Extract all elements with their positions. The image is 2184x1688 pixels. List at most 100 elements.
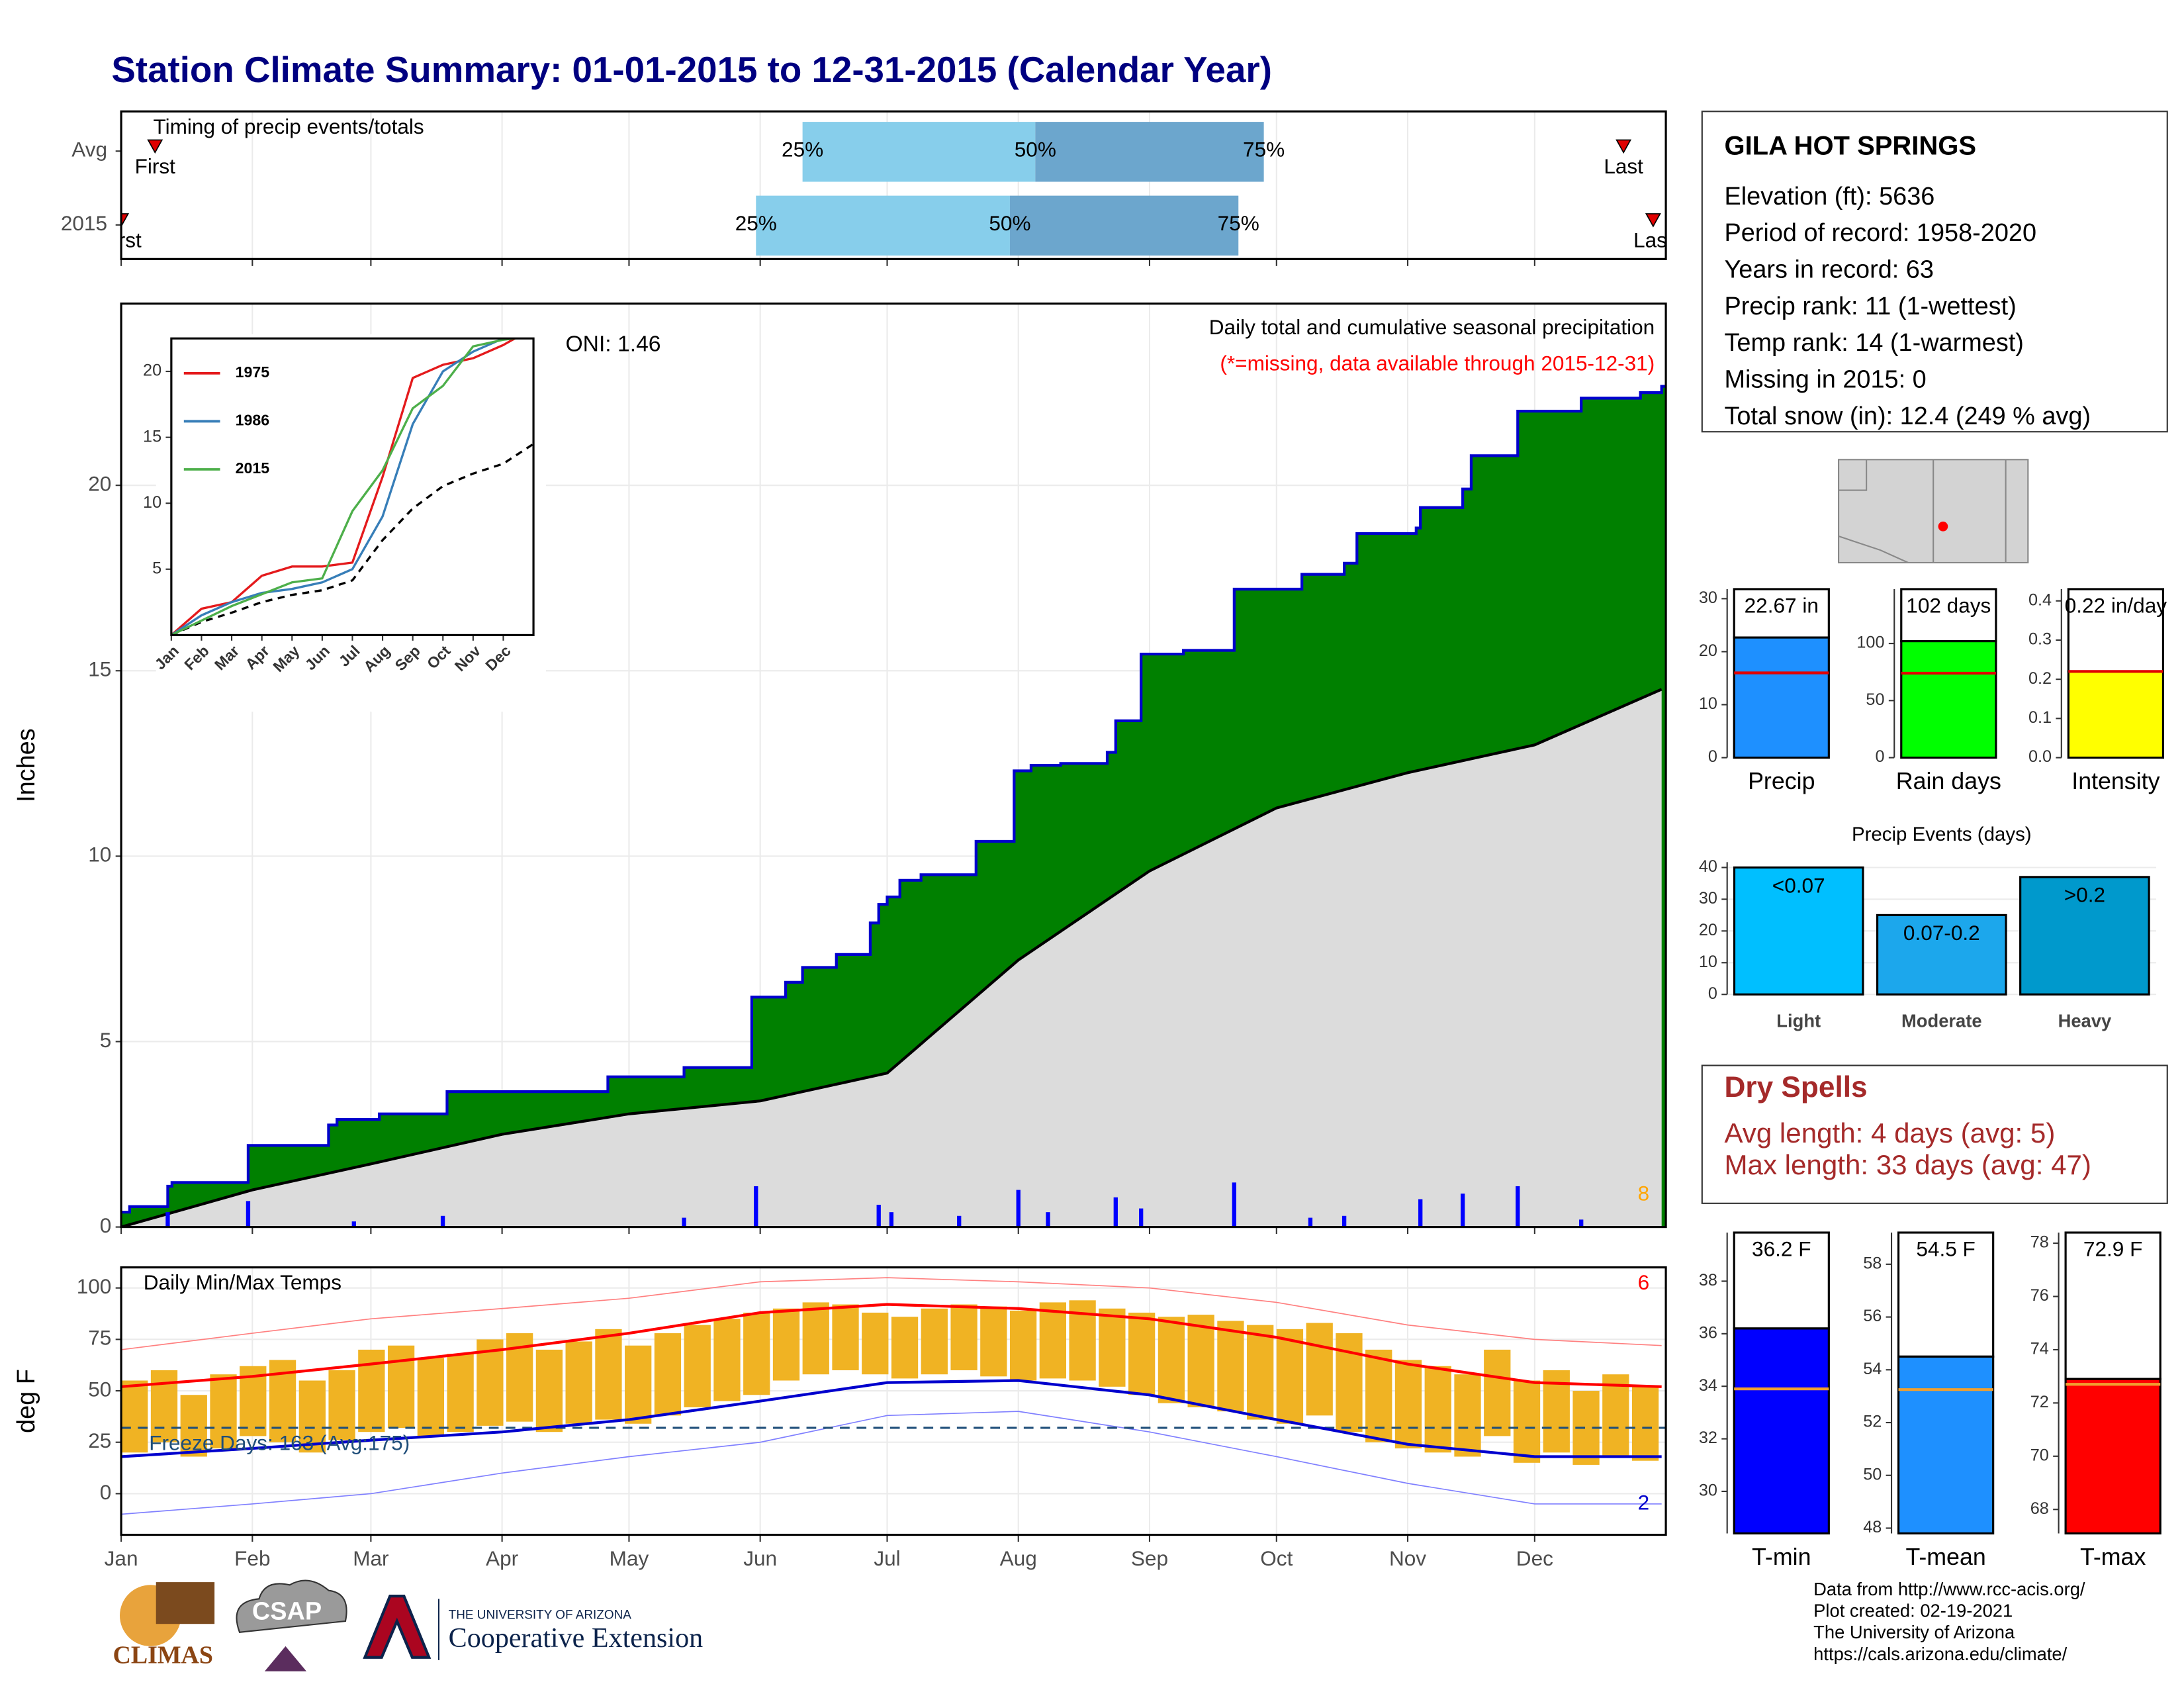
- y-tick-label: 30: [1699, 588, 1717, 607]
- station-line: Total snow (in): 12.4 (249 % avg): [1724, 402, 2091, 430]
- normal-max-line: [121, 1303, 1662, 1388]
- daily-temp-bar: [772, 1308, 800, 1381]
- value-label: 22.67 in: [1745, 594, 1819, 618]
- first-label: First: [101, 228, 142, 252]
- percent-label: 50%: [989, 211, 1030, 235]
- daily-temp-bar: [477, 1339, 504, 1426]
- y-tick-label: 30: [1699, 889, 1717, 908]
- station-box: [1701, 111, 2168, 433]
- category-label: T-max: [2080, 1544, 2146, 1570]
- record-high-count: 6: [1638, 1270, 1650, 1294]
- daily-temp-bar: [1484, 1349, 1511, 1436]
- daily-temp-bar: [1306, 1323, 1333, 1416]
- y-tick-label: 78: [2030, 1233, 2049, 1252]
- y-tick-label: 10: [1699, 953, 1717, 971]
- label-box: [1897, 1231, 1995, 1358]
- dry-spells-box: [1701, 1064, 2168, 1204]
- plot-area: [121, 1277, 1666, 1515]
- daily-precip-bar: [440, 1215, 445, 1227]
- csap-logo-mountain: [264, 1646, 307, 1671]
- daily-temp-bar: [625, 1345, 652, 1424]
- freeze-days-label: Freeze Days: 163 (Avg:175): [149, 1431, 410, 1455]
- daily-temp-bar: [1394, 1360, 1422, 1449]
- daily-temp-bar: [1247, 1325, 1274, 1420]
- normal-line: [121, 688, 1662, 1227]
- station-line: Elevation (ft): 5636: [1724, 183, 1934, 211]
- daily-precip-bar: [957, 1215, 962, 1227]
- bar-label: >0.2: [2064, 883, 2105, 907]
- y-tick-label: 32: [1699, 1429, 1717, 1447]
- daily-temp-bar: [921, 1308, 948, 1375]
- y-tick-label: 52: [1863, 1413, 1882, 1431]
- y-tick-label: 34: [1699, 1376, 1717, 1395]
- daily-temp-bar: [1158, 1317, 1185, 1403]
- y-tick-label: 0: [1708, 984, 1717, 1003]
- dry-spells-title: Dry Spells: [1724, 1071, 1867, 1103]
- y-tick-label: 30: [1699, 1481, 1717, 1500]
- footer-line: Plot created: 02-19-2021: [1813, 1601, 2013, 1621]
- category-label: Precip: [1748, 768, 1815, 794]
- footer-line: The University of Arizona: [1813, 1622, 2015, 1642]
- page-title: Station Climate Summary: 01-01-2015 to 1…: [111, 49, 1272, 90]
- dry-spell-line: Max length: 33 days (avg: 47): [1724, 1149, 2091, 1180]
- daily-precip-bar: [1460, 1194, 1465, 1227]
- daily-temp-bar: [417, 1358, 444, 1436]
- daily-temp-bar: [862, 1312, 889, 1375]
- y-tick-label: 72: [2030, 1393, 2049, 1411]
- daily-temp-bar: [950, 1304, 978, 1370]
- daily-temp-bar: [595, 1329, 622, 1420]
- bar: [1733, 1327, 1830, 1535]
- daily-temp-bar: [713, 1319, 741, 1401]
- y-tick-label: 54: [1863, 1360, 1882, 1378]
- daily-precip-bar: [876, 1204, 881, 1227]
- daily-temp-bar: [1276, 1329, 1304, 1424]
- value-label: 36.2 F: [1752, 1237, 1811, 1261]
- daily-precip-bar: [1139, 1208, 1144, 1227]
- inset-lines: [171, 338, 534, 635]
- normal-line: [171, 443, 534, 635]
- daily-temp-bar: [891, 1317, 919, 1379]
- daily-precip-bar: [1516, 1186, 1520, 1227]
- timing-rows: 25% 50% 75% First Last 25% 50% 75% First Last: [101, 122, 1673, 256]
- first-label: First: [135, 154, 176, 178]
- y-tick-label: 0: [100, 1213, 112, 1237]
- inset-background: [156, 334, 546, 712]
- row-label: Avg: [71, 138, 107, 162]
- oni-label: ONI: 1.46: [565, 332, 660, 357]
- footer-line: Data from http://www.rcc-acis.org/: [1813, 1579, 2085, 1599]
- daily-temp-bar: [1187, 1315, 1214, 1407]
- daily-temp-bar: [121, 1380, 148, 1453]
- series-line: [171, 338, 524, 635]
- bar: [2019, 876, 2150, 996]
- percent-label: 25%: [735, 211, 777, 235]
- y-tick-label: 50: [1863, 1465, 1882, 1483]
- daily-temp-bar: [654, 1333, 682, 1416]
- daily-precip-bar: [1418, 1199, 1423, 1227]
- y-tick-label: 0: [1708, 747, 1717, 766]
- last-label: Last: [1633, 228, 1673, 252]
- station-line: Period of record: 1958-2020: [1724, 219, 2036, 247]
- daily-temp-bar: [1009, 1310, 1037, 1381]
- x-tick-label: Nov: [1389, 1546, 1426, 1570]
- x-tick-label: May: [610, 1546, 649, 1570]
- bar: [1876, 914, 2007, 996]
- first-marker: [147, 139, 163, 154]
- daily-precip-bar: [1113, 1197, 1118, 1227]
- first-marker: [121, 213, 130, 228]
- daily-temp-bar: [535, 1349, 563, 1432]
- station-line: Temp rank: 14 (1-warmest): [1724, 329, 2023, 357]
- bar: [1897, 1355, 1995, 1535]
- percent-label: 75%: [1243, 138, 1285, 162]
- y-tick-label: 25: [88, 1429, 111, 1452]
- normal-min-line: [121, 1379, 1662, 1458]
- station-line: Precip rank: 11 (1-wettest): [1724, 293, 2016, 320]
- y-tick-label: 10: [1699, 694, 1717, 713]
- legend-label: 2015: [236, 459, 270, 477]
- y-tick-label: 75: [88, 1326, 111, 1350]
- extreme-count: 8: [1638, 1182, 1650, 1205]
- daily-temp-bar: [684, 1325, 711, 1407]
- x-tick-label: Jun: [743, 1546, 777, 1570]
- last-label: Last: [1604, 154, 1643, 178]
- daily-temp-bar: [743, 1312, 770, 1395]
